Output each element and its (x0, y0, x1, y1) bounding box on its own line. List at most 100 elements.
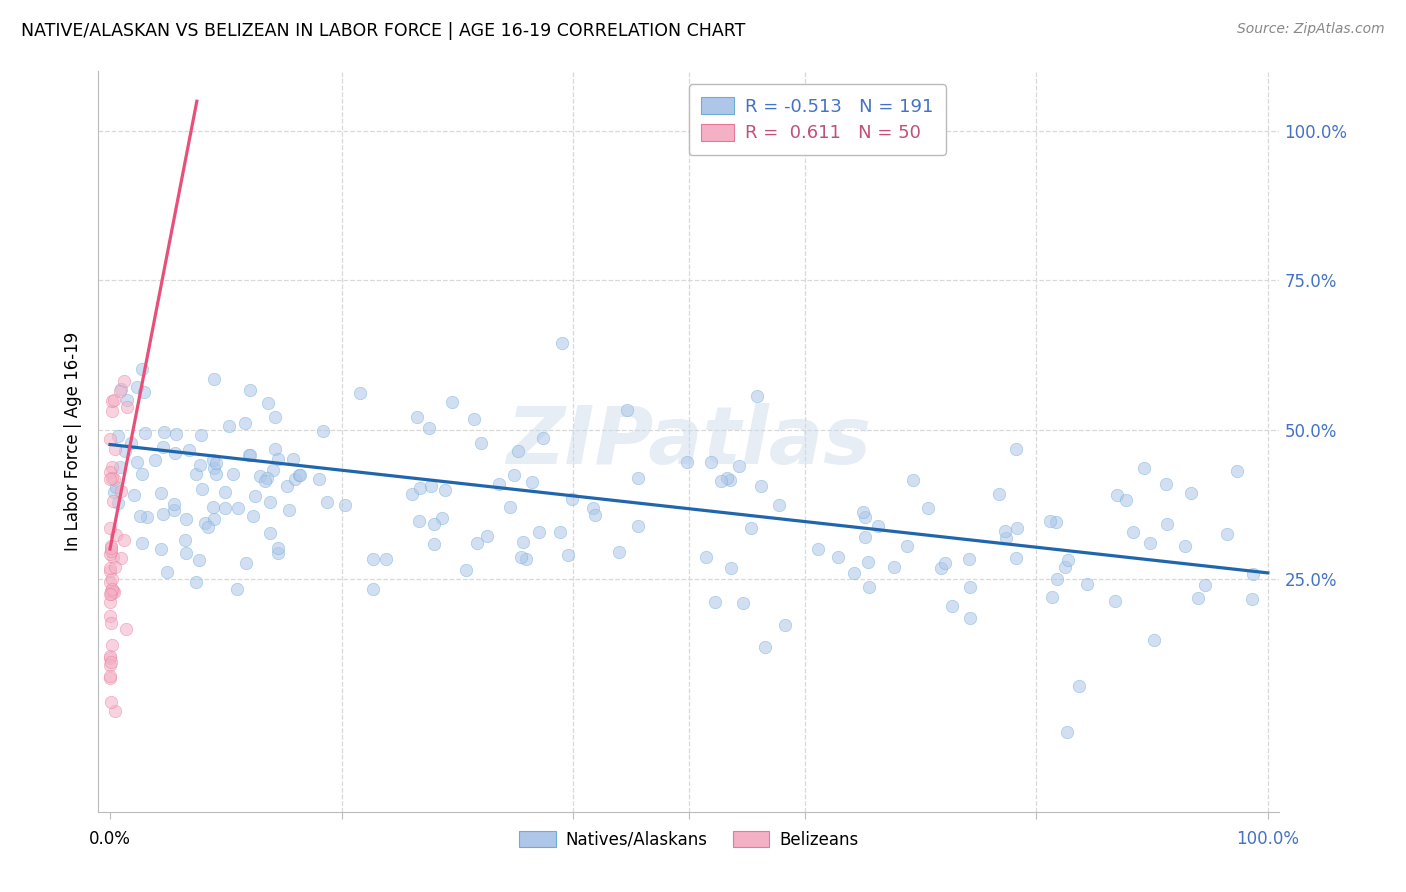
Point (488, 477, 510, 491)
Point (131, 467, 153, 481)
Point (433, 483, 456, 497)
Point (184, 467, 207, 481)
Point (988, 487, 1011, 501)
Point (100, 539, 122, 553)
Point (165, 426, 187, 441)
Point (153, 425, 176, 440)
Point (856, 555, 879, 569)
Point (103, 393, 125, 408)
Point (100, 544, 122, 558)
Point (201, 453, 224, 467)
Point (281, 452, 304, 467)
Point (1056, 724, 1078, 739)
Point (98, 521, 121, 535)
Point (131, 362, 153, 376)
Point (1076, 577, 1098, 591)
Point (1154, 477, 1177, 491)
Point (98, 472, 121, 486)
Point (131, 535, 153, 549)
Point (238, 448, 260, 462)
Point (499, 500, 522, 515)
Point (827, 549, 849, 564)
Point (263, 442, 285, 456)
Point (128, 509, 150, 524)
Point (520, 475, 543, 489)
Point (754, 640, 776, 655)
Point (1104, 594, 1126, 608)
Point (110, 383, 132, 397)
Point (101, 582, 124, 596)
Point (202, 372, 225, 386)
Point (775, 618, 797, 632)
Point (1115, 492, 1137, 507)
Point (103, 472, 125, 486)
Point (267, 452, 290, 467)
Point (718, 473, 741, 487)
Point (335, 498, 357, 512)
Point (883, 559, 905, 574)
Point (235, 556, 257, 570)
Point (1045, 515, 1067, 529)
Point (727, 459, 749, 474)
Point (749, 479, 772, 493)
Point (103, 442, 125, 456)
Point (1107, 488, 1129, 502)
Point (512, 534, 534, 549)
Point (112, 533, 135, 547)
Point (959, 611, 981, 625)
Point (627, 518, 650, 533)
Point (551, 335, 574, 350)
Point (162, 497, 184, 511)
Point (249, 468, 271, 483)
Point (740, 521, 762, 535)
Point (361, 582, 384, 597)
Point (502, 467, 524, 482)
Point (100, 541, 122, 555)
Text: Source: ZipAtlas.com: Source: ZipAtlas.com (1237, 22, 1385, 37)
Point (254, 474, 277, 488)
Point (174, 546, 197, 560)
Y-axis label: In Labor Force | Age 16-19: In Labor Force | Age 16-19 (65, 332, 83, 551)
Point (104, 704, 127, 718)
Point (994, 531, 1017, 545)
Point (509, 549, 531, 564)
Point (941, 599, 963, 613)
Point (866, 519, 889, 533)
Point (807, 541, 830, 556)
Point (531, 432, 554, 446)
Point (1194, 578, 1216, 592)
Point (627, 470, 650, 484)
Point (264, 409, 287, 424)
Point (120, 436, 142, 450)
Point (98, 669, 121, 683)
Point (127, 379, 149, 393)
Point (226, 582, 249, 596)
Point (108, 384, 131, 399)
Point (100, 460, 122, 475)
Point (242, 508, 264, 523)
Point (103, 550, 125, 565)
Point (98, 560, 121, 574)
Point (100, 639, 122, 653)
Point (1005, 442, 1028, 457)
Point (103, 485, 125, 500)
Point (127, 455, 149, 469)
Point (98, 433, 121, 447)
Point (103, 584, 125, 599)
Point (470, 436, 492, 450)
Point (1069, 679, 1091, 693)
Point (288, 467, 311, 482)
Point (149, 485, 172, 500)
Point (107, 429, 129, 443)
Point (858, 580, 880, 594)
Point (101, 394, 124, 409)
Point (112, 374, 135, 388)
Point (276, 478, 298, 492)
Point (149, 541, 172, 556)
Point (110, 551, 132, 566)
Point (100, 572, 122, 586)
Point (700, 455, 723, 469)
Point (155, 566, 177, 580)
Text: NATIVE/ALASKAN VS BELIZEAN IN LABOR FORCE | AGE 16-19 CORRELATION CHART: NATIVE/ALASKAN VS BELIZEAN IN LABOR FORC… (21, 22, 745, 40)
Point (188, 458, 211, 473)
